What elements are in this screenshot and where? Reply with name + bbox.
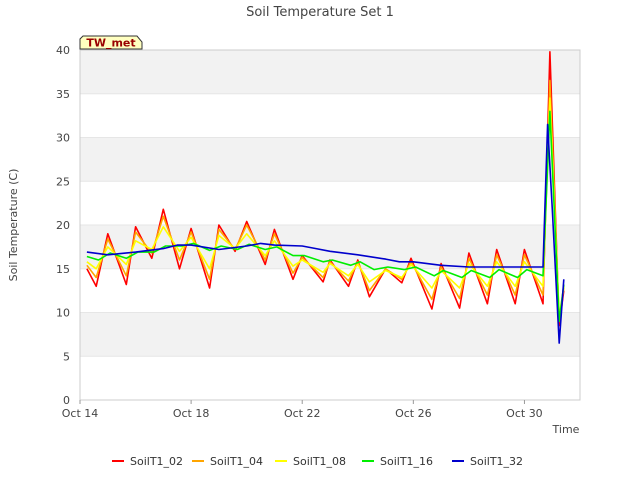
grid-band	[80, 93, 580, 138]
legend-item-soilt1_08: SoilT1_08	[275, 455, 346, 468]
y-tick-label: 5	[63, 350, 70, 363]
legend-label: SoilT1_08	[293, 455, 346, 468]
annotation-shape	[79, 35, 143, 50]
series-lines	[86, 51, 565, 344]
grid-band	[80, 356, 580, 400]
y-tick-label: 10	[56, 307, 70, 320]
series-line-soilt1_08	[86, 97, 565, 318]
y-tick-label: 15	[56, 263, 70, 276]
legend-label: SoilT1_02	[130, 455, 183, 468]
y-tick-label: 35	[56, 88, 70, 101]
x-tick-label: Oct 26	[395, 407, 432, 420]
annotation-box: TW_met	[79, 35, 143, 50]
grid-band	[80, 312, 580, 357]
grid-band	[80, 268, 580, 313]
y-tick-label: 25	[56, 175, 70, 188]
legend: SoilT1_02 SoilT1_04 SoilT1_08 SoilT1_16 Soil…	[112, 455, 523, 468]
y-axis-label: Soil Temperature (C)	[7, 169, 20, 282]
x-tick-label: Oct 14	[62, 407, 99, 420]
legend-item-soilt1_04: SoilT1_04	[192, 455, 263, 468]
grid-band	[80, 137, 580, 182]
legend-label: SoilT1_16	[380, 455, 433, 468]
x-tick-label: Oct 22	[284, 407, 321, 420]
y-tick-label: 0	[63, 394, 70, 407]
series-line-soilt1_32	[86, 123, 565, 344]
chart-title: Soil Temperature Set 1	[246, 5, 394, 20]
x-axis-label: Time	[552, 423, 580, 436]
x-axis-ticks: Oct 14 Oct 18 Oct 22 Oct 26 Oct 30	[62, 400, 543, 420]
x-tick-label: Oct 30	[506, 407, 543, 420]
grid-band	[80, 181, 580, 225]
plot-frame	[79, 49, 581, 401]
y-axis-ticks: 0 5 10 15 20 25 30 35 40	[56, 44, 70, 407]
y-tick-label: 20	[56, 219, 70, 232]
y-tick-label: 30	[56, 132, 70, 145]
legend-item-soilt1_02: SoilT1_02	[112, 455, 183, 468]
y-tick-label: 40	[56, 44, 70, 57]
legend-item-soilt1_32: SoilT1_32	[452, 455, 523, 468]
series-line-soilt1_04	[86, 79, 565, 323]
x-tick-label: Oct 18	[173, 407, 210, 420]
legend-label: SoilT1_04	[210, 455, 263, 468]
grid-band	[80, 50, 580, 94]
legend-label: SoilT1_32	[470, 455, 523, 468]
legend-item-soilt1_16: SoilT1_16	[362, 455, 433, 468]
grid-bands	[80, 50, 580, 400]
series-line-soilt1_16	[86, 110, 565, 323]
annotation-label: TW_met	[86, 37, 135, 50]
